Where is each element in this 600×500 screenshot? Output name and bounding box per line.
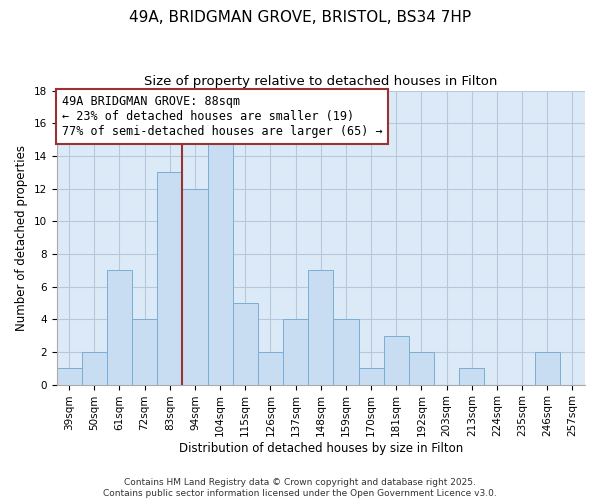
Bar — [233, 303, 258, 384]
Bar — [409, 352, 434, 384]
Bar — [308, 270, 334, 384]
Text: 49A BRIDGMAN GROVE: 88sqm
← 23% of detached houses are smaller (19)
77% of semi-: 49A BRIDGMAN GROVE: 88sqm ← 23% of detac… — [62, 95, 382, 138]
Title: Size of property relative to detached houses in Filton: Size of property relative to detached ho… — [144, 75, 497, 88]
Text: Contains HM Land Registry data © Crown copyright and database right 2025.
Contai: Contains HM Land Registry data © Crown c… — [103, 478, 497, 498]
Bar — [283, 320, 308, 384]
Bar — [107, 270, 132, 384]
Bar — [132, 320, 157, 384]
Bar — [383, 336, 409, 384]
Bar — [258, 352, 283, 384]
Text: 49A, BRIDGMAN GROVE, BRISTOL, BS34 7HP: 49A, BRIDGMAN GROVE, BRISTOL, BS34 7HP — [129, 10, 471, 25]
Bar — [208, 140, 233, 384]
Bar — [182, 188, 208, 384]
Bar — [359, 368, 383, 384]
Y-axis label: Number of detached properties: Number of detached properties — [15, 144, 28, 330]
X-axis label: Distribution of detached houses by size in Filton: Distribution of detached houses by size … — [179, 442, 463, 455]
Bar — [56, 368, 82, 384]
Bar — [157, 172, 182, 384]
Bar — [535, 352, 560, 384]
Bar — [82, 352, 107, 384]
Bar — [334, 320, 359, 384]
Bar — [459, 368, 484, 384]
